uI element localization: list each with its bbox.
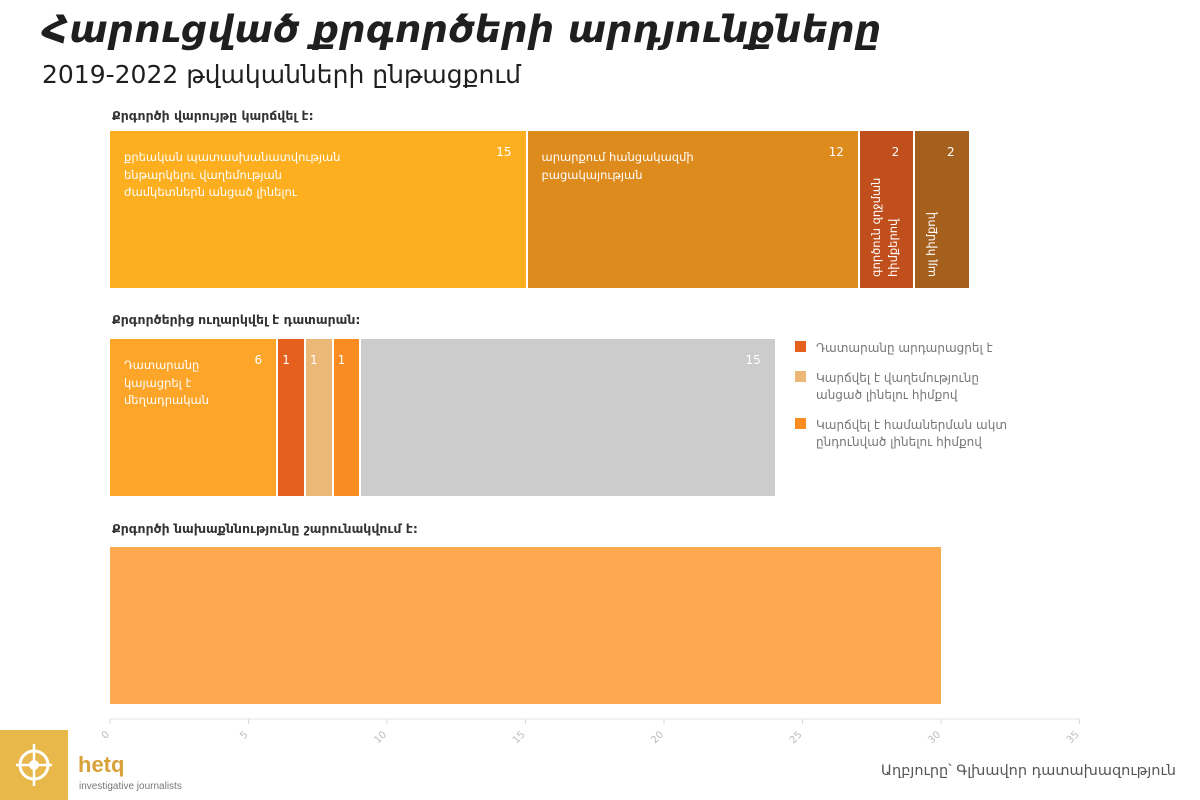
bar-segment — [110, 547, 941, 704]
brand-name: hetq — [78, 752, 125, 777]
bar-segment: 12 արարքում հանցակազմի բացակայության — [525, 131, 858, 288]
bar-segment: 2 գործուն զղջման հիմքերով — [857, 131, 914, 288]
bar-value-label: 6 — [254, 353, 263, 367]
legend: Դատարանը արդարացրել է Կարճվել է վաղեմութ… — [795, 340, 1025, 464]
bar-category-label: այլ հիմքով — [924, 212, 939, 277]
bar-value-label: 2 — [947, 145, 955, 159]
legend-item-acquitted: Դատարանը արդարացրել է — [795, 340, 1025, 357]
legend-label: Կարճվել է վաղեմությունը անցած լինելու հի… — [816, 371, 979, 402]
legend-item-statute-limitations: Կարճվել է վաղեմությունը անցած լինելու հի… — [795, 370, 1025, 404]
legend-label: Դատարանը արդարացրել է — [816, 341, 993, 355]
bar-value-label: 1 — [282, 353, 290, 367]
group-label-dismissed: Քրգործի վարույթը կարճվել է: — [112, 108, 314, 123]
bar-segment: 1 — [303, 339, 332, 496]
x-axis-tick-label: 35 — [1065, 729, 1082, 746]
group-label-sent-to-court: Քրգործերից ուղարկվել է դատարան: — [112, 312, 361, 327]
x-axis-tick-label: 30 — [926, 729, 943, 746]
bar-segment: 2 այլ հիմքով — [913, 131, 969, 288]
chart-subtitle: 2019-2022 թվականների ընթացքում — [42, 60, 522, 89]
bar-category-label: արարքում հանցակազմի բացակայության — [541, 150, 694, 182]
legend-swatch — [795, 341, 806, 352]
x-axis-tick-label: 20 — [649, 729, 666, 746]
bar-segment: 1 — [276, 339, 304, 496]
legend-swatch — [795, 371, 806, 382]
bar-value-label: 12 — [828, 145, 844, 159]
legend-label: Կարճվել է համաներման ակտ ընդունված լինել… — [816, 418, 1007, 449]
bar-segment: 15 քրեական պատասխանատվության ենթարկելու վ… — [110, 131, 526, 288]
bar-value-label: 15 — [496, 145, 512, 159]
bar-value-label: 1 — [309, 353, 318, 367]
legend-swatch — [795, 418, 806, 429]
logo-emblem-icon — [16, 744, 52, 786]
legend-item-amnesty: Կարճվել է համաներման ակտ ընդունված լինել… — [795, 417, 1025, 451]
chart-title: Հարուցված քրգործերի արդյունքները — [42, 8, 882, 51]
bar-value-label: 2 — [891, 145, 900, 159]
bar-value-label: 15 — [745, 353, 761, 367]
group-label-ongoing: Քրգործի նախաքննությունը շարունակվում է: — [112, 521, 418, 536]
x-axis-tick-label: 10 — [372, 729, 389, 746]
x-axis-tick-label: 15 — [511, 729, 528, 746]
bar-category-label: Դատարանը կայացրել է մեղադրական — [124, 358, 209, 407]
bar-segment: 1 — [331, 339, 360, 496]
hetq-logo — [0, 730, 68, 800]
bar-category-label: գործուն զղջման հիմքերով — [868, 177, 900, 277]
source-note: Աղբյուրը՝ Գլխավոր դատախազություն — [880, 763, 1176, 779]
bar-category-label: քրեական պատասխանատվության ենթարկելու վաղ… — [124, 150, 341, 199]
brand-tagline: investigative journalists — [79, 781, 182, 792]
bar-segment: 15 — [359, 339, 775, 496]
x-axis-tick-label: 5 — [238, 729, 250, 741]
x-axis-tick-label: 25 — [788, 729, 805, 746]
bar-value-label: 1 — [337, 353, 346, 367]
bar-segment: 6 Դատարանը կայացրել է մեղադրական — [110, 339, 277, 496]
x-axis-tick-label: 0 — [100, 729, 112, 741]
